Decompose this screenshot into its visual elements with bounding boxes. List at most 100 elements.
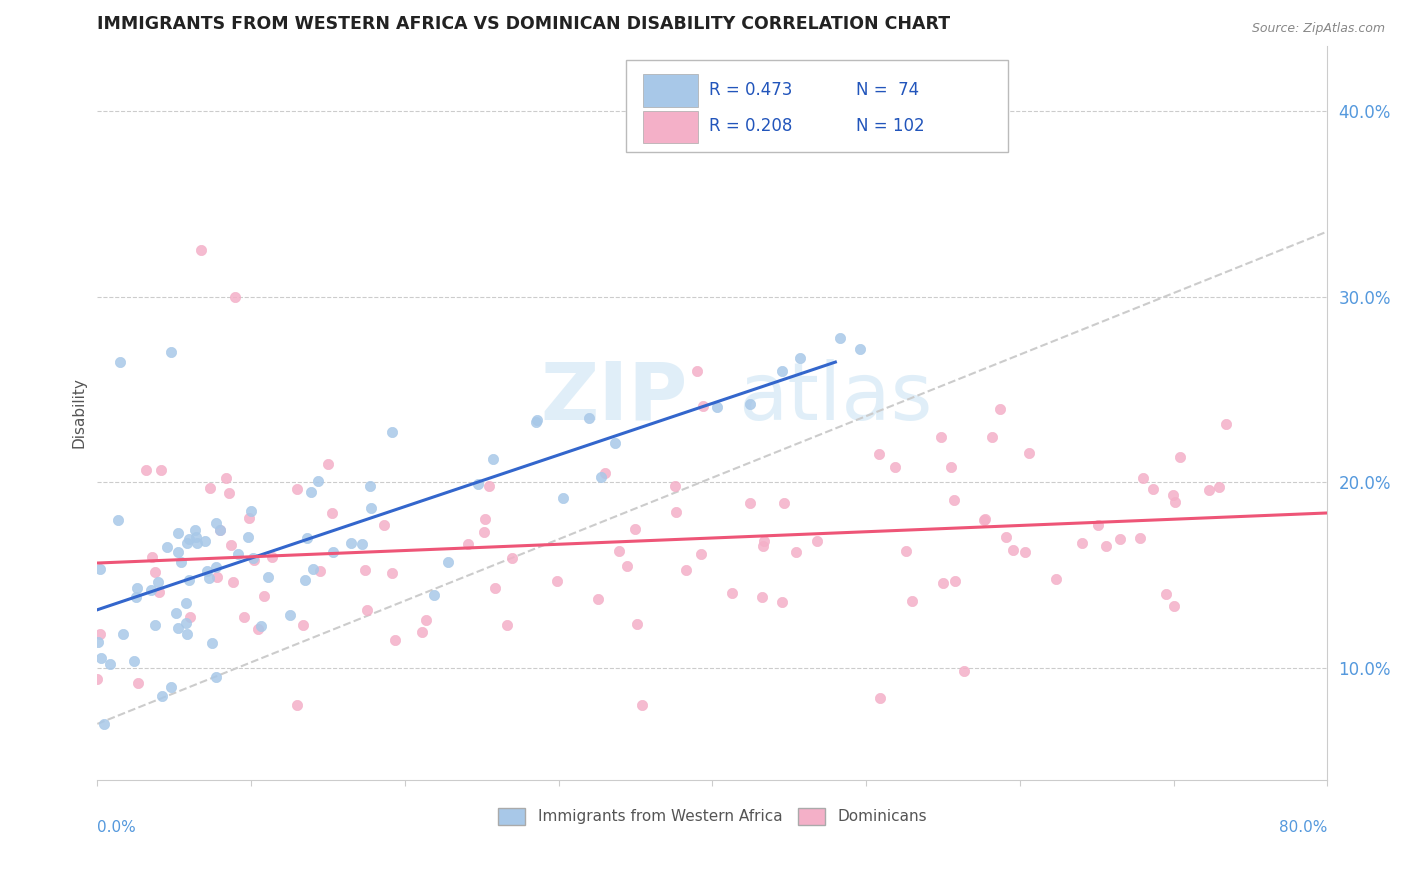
Point bbox=[100, 657, 122, 672]
Point bbox=[167, 526, 190, 541]
Point bbox=[973, 513, 995, 527]
Point bbox=[169, 555, 191, 569]
Point bbox=[770, 595, 793, 609]
Point bbox=[1164, 494, 1187, 508]
Point bbox=[218, 486, 240, 500]
Point bbox=[156, 540, 179, 554]
Point bbox=[179, 533, 201, 547]
Point bbox=[381, 425, 404, 440]
Point bbox=[740, 496, 762, 510]
Text: IMMIGRANTS FROM WESTERN AFRICA VS DOMINICAN DISABILITY CORRELATION CHART: IMMIGRANTS FROM WESTERN AFRICA VS DOMINI… bbox=[97, 15, 950, 33]
Point bbox=[751, 591, 773, 605]
Point bbox=[159, 680, 181, 694]
Point bbox=[785, 544, 807, 558]
Point bbox=[215, 470, 238, 484]
Point bbox=[624, 523, 647, 537]
Point bbox=[373, 517, 395, 532]
Point bbox=[974, 512, 997, 526]
Point bbox=[943, 574, 966, 588]
Point bbox=[437, 555, 460, 569]
Text: R = 0.473: R = 0.473 bbox=[709, 80, 792, 99]
Text: ZIP: ZIP bbox=[540, 359, 688, 437]
Point bbox=[941, 459, 963, 474]
Point bbox=[1198, 483, 1220, 497]
Point bbox=[150, 689, 173, 703]
Point bbox=[233, 610, 256, 624]
Point bbox=[789, 351, 811, 366]
Point bbox=[381, 566, 404, 581]
Point bbox=[738, 397, 761, 411]
Point bbox=[108, 354, 131, 368]
Point bbox=[176, 597, 198, 611]
Point bbox=[294, 573, 316, 587]
Point bbox=[143, 618, 166, 632]
Point bbox=[166, 621, 188, 635]
Point bbox=[107, 513, 129, 527]
Point bbox=[183, 523, 205, 537]
FancyBboxPatch shape bbox=[626, 61, 1008, 153]
Point bbox=[285, 482, 308, 496]
Point bbox=[631, 698, 654, 713]
Point bbox=[1161, 488, 1184, 502]
Point bbox=[589, 470, 612, 484]
Point bbox=[208, 523, 231, 537]
Point bbox=[501, 551, 523, 566]
Point bbox=[360, 500, 382, 515]
Point bbox=[1168, 450, 1191, 465]
Point bbox=[616, 559, 638, 574]
Point bbox=[127, 581, 149, 595]
Point bbox=[883, 460, 905, 475]
Point bbox=[1095, 539, 1118, 553]
Point bbox=[354, 563, 377, 577]
Point bbox=[869, 690, 891, 705]
Point bbox=[166, 545, 188, 559]
Point bbox=[226, 547, 249, 561]
Point bbox=[219, 538, 242, 552]
Point bbox=[830, 331, 852, 345]
Point bbox=[208, 523, 231, 537]
Point bbox=[1129, 531, 1152, 545]
Point bbox=[86, 672, 108, 686]
Point bbox=[706, 401, 728, 415]
Point bbox=[1001, 543, 1024, 558]
Point bbox=[482, 451, 505, 466]
Point bbox=[953, 665, 976, 679]
Point bbox=[236, 529, 259, 543]
Y-axis label: Disability: Disability bbox=[72, 377, 86, 448]
Point bbox=[322, 544, 344, 558]
Point bbox=[93, 717, 115, 731]
Point bbox=[692, 399, 714, 413]
Point bbox=[201, 636, 224, 650]
Point bbox=[980, 430, 1002, 444]
Text: atlas: atlas bbox=[738, 359, 932, 437]
Point bbox=[484, 582, 506, 596]
Point bbox=[243, 553, 266, 567]
FancyBboxPatch shape bbox=[644, 111, 697, 144]
Point bbox=[1071, 536, 1094, 550]
Point bbox=[87, 635, 110, 649]
Point bbox=[1154, 587, 1177, 601]
Point bbox=[148, 585, 170, 599]
Point bbox=[675, 563, 697, 577]
Point bbox=[411, 625, 433, 640]
Point bbox=[603, 436, 626, 450]
Point bbox=[474, 512, 496, 526]
Point bbox=[1132, 471, 1154, 485]
Point bbox=[262, 550, 284, 565]
Point bbox=[295, 531, 318, 545]
Point bbox=[384, 633, 406, 648]
Point bbox=[176, 626, 198, 640]
Point bbox=[340, 535, 363, 549]
Point bbox=[356, 602, 378, 616]
Point bbox=[224, 289, 246, 303]
Text: Source: ZipAtlas.com: Source: ZipAtlas.com bbox=[1251, 22, 1385, 36]
Point bbox=[752, 539, 775, 553]
Point bbox=[359, 479, 381, 493]
Point bbox=[257, 569, 280, 583]
Point bbox=[205, 560, 228, 574]
Point bbox=[1163, 599, 1185, 613]
Point bbox=[478, 479, 501, 493]
FancyBboxPatch shape bbox=[644, 74, 697, 106]
Point bbox=[457, 537, 479, 551]
Point bbox=[309, 564, 332, 578]
